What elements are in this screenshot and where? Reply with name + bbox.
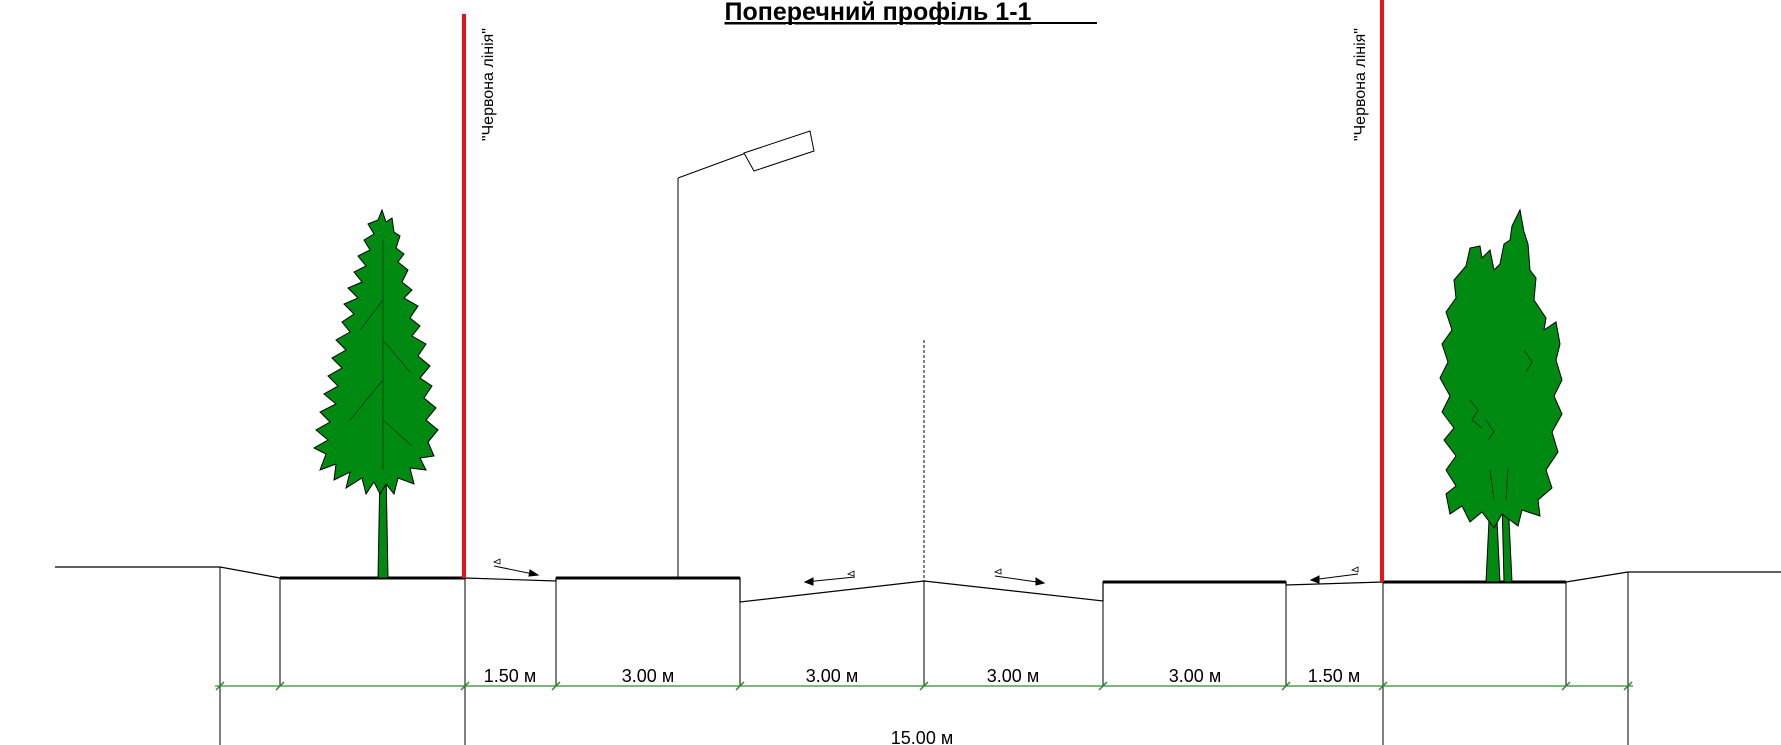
dim-right-sidewalk: 1.50 м bbox=[1308, 666, 1360, 686]
street-lamp-icon bbox=[677, 130, 815, 578]
ground-profile bbox=[55, 566, 1781, 603]
red-line-left-label: "Червона лінія" bbox=[480, 28, 497, 141]
dim-left-strip: 3.00 м bbox=[622, 666, 674, 686]
red-line-right-label: "Червона лінія" bbox=[1352, 28, 1369, 141]
conifer-tree-icon bbox=[312, 208, 439, 579]
dim-total: 15.00 м bbox=[891, 728, 953, 745]
dim-lane-left: 3.00 м bbox=[806, 666, 858, 686]
dim-left-sidewalk: 1.50 м bbox=[484, 666, 536, 686]
dimension-ticks bbox=[215, 681, 1633, 691]
surface-layers bbox=[280, 576, 1566, 584]
slope-markers bbox=[492, 558, 1359, 577]
extension-lines bbox=[219, 567, 1629, 745]
cypress-tree-icon bbox=[1439, 208, 1563, 583]
drawing-title: Поперечний профіль 1-1 bbox=[725, 0, 1032, 26]
dim-right-strip: 3.00 м bbox=[1169, 666, 1221, 686]
slope-arrows bbox=[493, 565, 1359, 586]
dim-lane-right: 3.00 м bbox=[987, 666, 1039, 686]
